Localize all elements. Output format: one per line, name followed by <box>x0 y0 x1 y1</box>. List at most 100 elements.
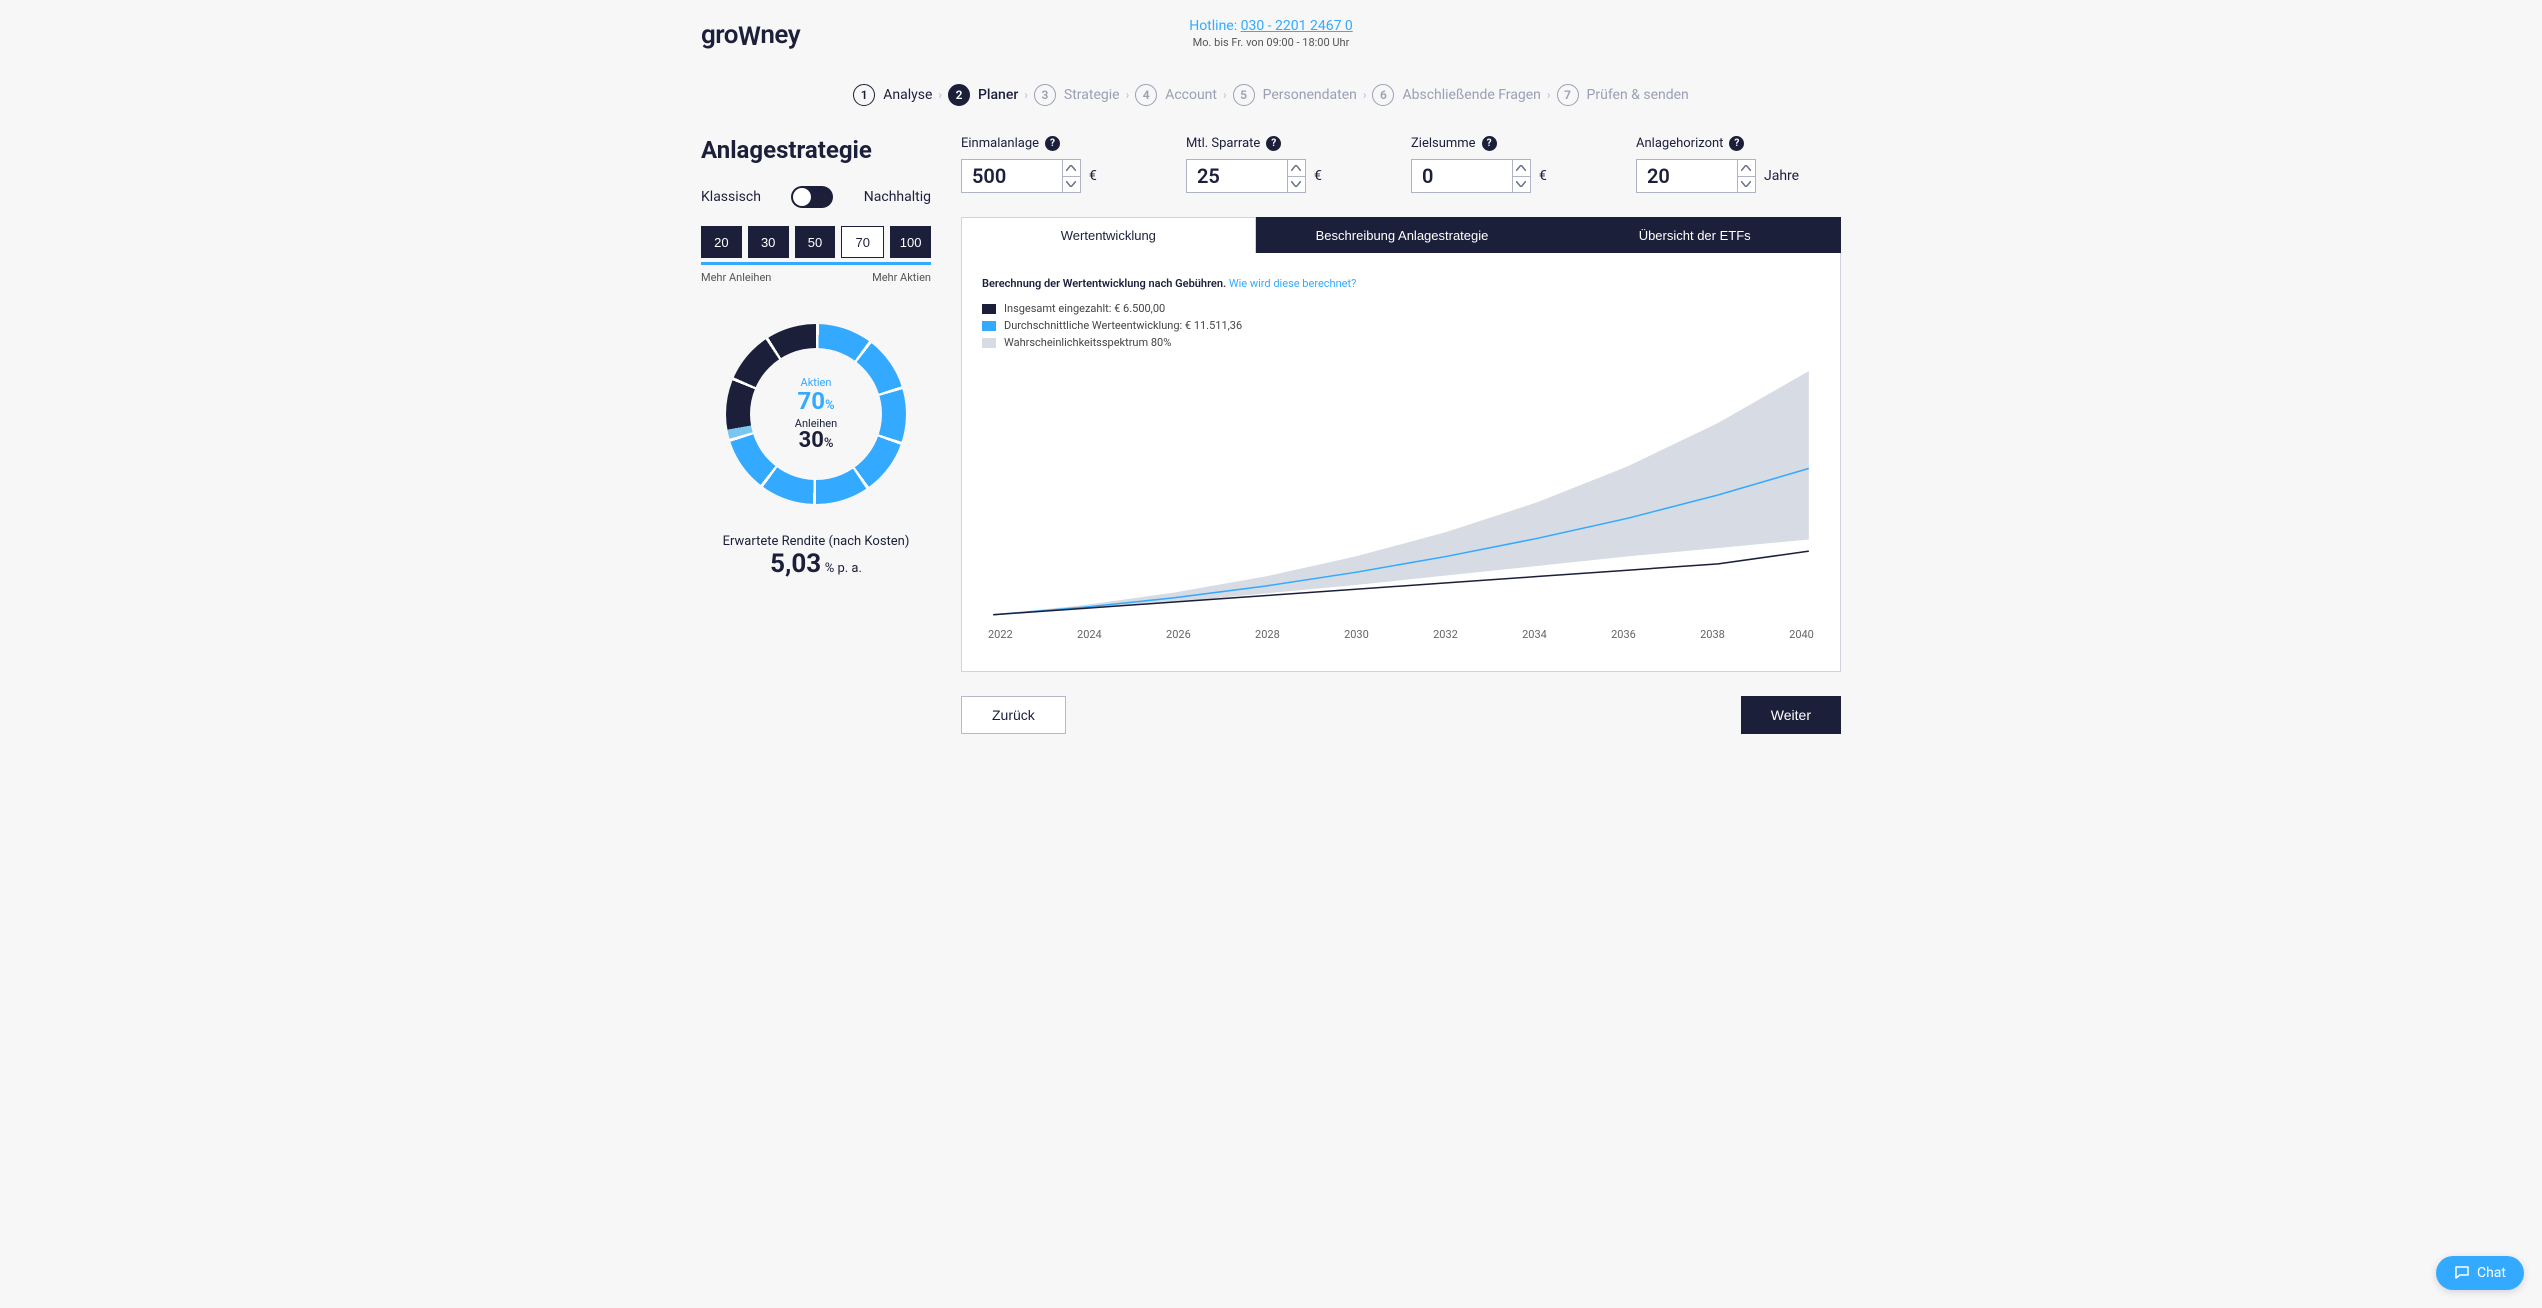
horizont-label: Anlagehorizont <box>1636 136 1723 151</box>
x-tick-label: 2024 <box>1077 628 1102 641</box>
chat-label: Chat <box>2477 1265 2506 1281</box>
legend-swatch <box>982 321 996 331</box>
input-einmalanlage: Einmalanlage ? € <box>961 136 1166 193</box>
hotline-block: Hotline: 030 - 2201 2467 0 Mo. bis Fr. v… <box>1189 18 1353 49</box>
donut-center: Aktien 70% Anleihen 30% <box>726 324 906 504</box>
expected-return: Erwartete Rendite (nach Kosten) 5,03 % p… <box>723 534 910 579</box>
step-number: 7 <box>1557 84 1579 106</box>
x-tick-label: 2036 <box>1611 628 1636 641</box>
step-number: 5 <box>1233 84 1255 106</box>
horizont-up-button[interactable] <box>1738 160 1755 177</box>
x-tick-label: 2040 <box>1789 628 1814 641</box>
tab-1[interactable]: Beschreibung Anlagestrategie <box>1256 217 1549 253</box>
sparrate-input[interactable] <box>1187 160 1287 192</box>
einmal-unit: € <box>1089 168 1097 184</box>
toggle-knob <box>793 188 811 206</box>
legend-label: Durchschnittliche Werteentwicklung: € 11… <box>1004 319 1242 332</box>
legend-swatch <box>982 338 996 348</box>
input-horizont: Anlagehorizont ? Jahre <box>1636 136 1841 193</box>
x-tick-label: 2032 <box>1433 628 1458 641</box>
chevron-right-icon: › <box>938 88 942 102</box>
chart-tabs: WertentwicklungBeschreibung Anlagestrate… <box>961 217 1841 253</box>
risk-button-20[interactable]: 20 <box>701 226 742 258</box>
toggle-label-left: Klassisch <box>701 189 761 205</box>
breadcrumb-step[interactable]: 1Analyse <box>853 84 932 106</box>
chat-fab[interactable]: Chat <box>2436 1256 2524 1290</box>
step-number: 2 <box>948 84 970 106</box>
einmal-input[interactable] <box>962 160 1062 192</box>
aktien-value: 70 <box>797 387 825 415</box>
chart-probability-area <box>993 371 1809 615</box>
zielsumme-input[interactable] <box>1412 160 1512 192</box>
breadcrumb-step[interactable]: 5 Personendaten <box>1233 84 1357 106</box>
einmal-down-button[interactable] <box>1063 177 1080 193</box>
tab-2[interactable]: Übersicht der ETFs <box>1548 217 1841 253</box>
breadcrumb-step[interactable]: 6 Abschließende Fragen <box>1372 84 1540 106</box>
next-button[interactable]: Weiter <box>1741 696 1841 734</box>
horizont-input[interactable] <box>1637 160 1737 192</box>
performance-chart <box>982 363 1820 628</box>
legend-label: Wahrscheinlichkeitsspektrum 80% <box>1004 336 1171 349</box>
step-number: 6 <box>1372 84 1394 106</box>
step-label: Personendaten <box>1263 87 1357 103</box>
x-tick-label: 2028 <box>1255 628 1280 641</box>
zielsumme-down-button[interactable] <box>1513 177 1530 193</box>
chevron-right-icon: › <box>1363 88 1367 102</box>
logo-text: groWney <box>701 20 800 50</box>
horizont-down-button[interactable] <box>1738 177 1755 193</box>
calc-note: Berechnung der Wertentwicklung nach Gebü… <box>982 277 1820 290</box>
sparrate-label: Mtl. Sparrate <box>1186 136 1260 151</box>
einmal-up-button[interactable] <box>1063 160 1080 177</box>
toggle-label-right: Nachhaltig <box>864 189 931 205</box>
x-tick-label: 2030 <box>1344 628 1369 641</box>
logo: groWney <box>701 20 800 50</box>
step-label: Analyse <box>883 87 932 103</box>
step-label: Strategie <box>1064 87 1120 103</box>
hotline-link[interactable]: 030 - 2201 2467 0 <box>1241 18 1353 34</box>
risk-button-30[interactable]: 30 <box>748 226 789 258</box>
step-label: Prüfen & senden <box>1587 87 1689 103</box>
help-icon[interactable]: ? <box>1482 136 1497 151</box>
step-label: Planer <box>978 87 1018 103</box>
help-icon[interactable]: ? <box>1045 136 1060 151</box>
sparrate-down-button[interactable] <box>1288 177 1305 193</box>
header: groWney Hotline: 030 - 2201 2467 0 Mo. b… <box>701 0 1841 62</box>
strategy-toggle[interactable] <box>791 186 833 208</box>
tab-0[interactable]: Wertentwicklung <box>961 217 1256 253</box>
input-sparrate: Mtl. Sparrate ? € <box>1186 136 1391 193</box>
risk-level-row: 20305070100 <box>701 226 931 258</box>
chart-legend: Insgesamt eingezahlt: € 6.500,00 Durchsch… <box>982 302 1820 349</box>
zielsumme-up-button[interactable] <box>1513 160 1530 177</box>
sparrate-up-button[interactable] <box>1288 160 1305 177</box>
legend-swatch <box>982 304 996 314</box>
x-tick-label: 2026 <box>1166 628 1191 641</box>
breadcrumb-step[interactable]: 3Strategie <box>1034 84 1120 106</box>
chevron-right-icon: › <box>1223 88 1227 102</box>
step-number: 4 <box>1135 84 1157 106</box>
chart-area: 2022202420262028203020322034203620382040 <box>982 363 1820 653</box>
calc-link[interactable]: Wie wird diese berechnet? <box>1229 277 1356 290</box>
anleihen-value: 30 <box>799 428 824 453</box>
help-icon[interactable]: ? <box>1266 136 1281 151</box>
breadcrumb-step[interactable]: 4Account <box>1135 84 1217 106</box>
step-label: Abschließende Fragen <box>1402 87 1540 103</box>
breadcrumb-step[interactable]: 7 Prüfen & senden <box>1557 84 1689 106</box>
hotline-hours: Mo. bis Fr. von 09:00 - 18:00 Uhr <box>1189 36 1353 49</box>
risk-button-100[interactable]: 100 <box>890 226 931 258</box>
back-button[interactable]: Zurück <box>961 696 1066 734</box>
chevron-right-icon: › <box>1126 88 1130 102</box>
sparrate-unit: € <box>1314 168 1322 184</box>
expected-value: 5,03 <box>770 549 821 579</box>
chevron-right-icon: › <box>1547 88 1551 102</box>
input-zielsumme: Zielsumme ? € <box>1411 136 1616 193</box>
allocation-donut: Aktien 70% Anleihen 30% Erwartete Rendit… <box>701 324 931 579</box>
chevron-right-icon: › <box>1024 88 1028 102</box>
expected-label: Erwartete Rendite (nach Kosten) <box>723 534 910 549</box>
aktien-pct-sign: % <box>825 398 835 413</box>
hotline-prefix: Hotline: <box>1189 18 1240 34</box>
risk-button-50[interactable]: 50 <box>795 226 836 258</box>
breadcrumb-step[interactable]: 2 Planer <box>948 84 1018 106</box>
help-icon[interactable]: ? <box>1729 136 1744 151</box>
risk-button-70[interactable]: 70 <box>841 226 884 258</box>
legend-item: Insgesamt eingezahlt: € 6.500,00 <box>982 302 1820 315</box>
